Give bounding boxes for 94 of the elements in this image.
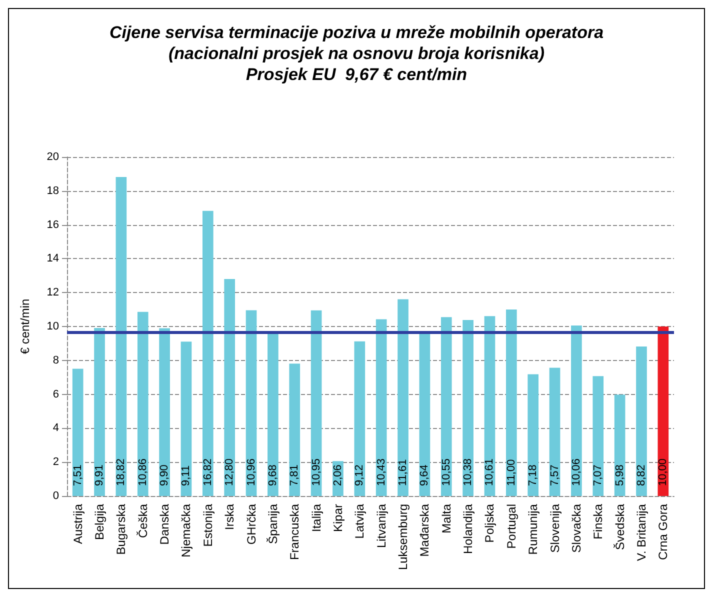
x-tick-label: Kipar bbox=[330, 504, 345, 532]
x-tick-label: Finska bbox=[591, 504, 606, 540]
y-tick-label: 20 bbox=[46, 151, 59, 163]
bar bbox=[484, 316, 496, 496]
data-label: 10,43 bbox=[375, 458, 388, 486]
x-tick-label: Portugal bbox=[504, 504, 518, 549]
bar bbox=[549, 368, 560, 496]
bar bbox=[180, 342, 192, 496]
data-label: 10,06 bbox=[570, 458, 582, 486]
data-label: 18,82 bbox=[115, 458, 128, 486]
y-tick-label: 0 bbox=[52, 490, 59, 502]
data-label: 9,11 bbox=[180, 465, 192, 486]
data-label: 10,95 bbox=[310, 458, 322, 486]
data-label: 9,91 bbox=[94, 464, 106, 486]
bar bbox=[636, 346, 647, 496]
data-label: 7,81 bbox=[288, 464, 301, 486]
y-tick-label: 12 bbox=[46, 286, 59, 299]
bar bbox=[94, 328, 105, 496]
x-tick-label: Malta bbox=[439, 504, 454, 534]
x-tick-label: Bugarska bbox=[114, 504, 128, 555]
x-tick-label: Njemačka bbox=[179, 504, 194, 558]
bar bbox=[376, 319, 387, 496]
x-tick-label: Irska bbox=[222, 504, 237, 530]
data-label: 9,90 bbox=[158, 464, 171, 486]
x-tick-label: Luksemburg bbox=[396, 504, 410, 570]
data-label: 10,61 bbox=[484, 458, 496, 486]
data-label: 5,98 bbox=[614, 464, 626, 486]
y-tick-label: 6 bbox=[52, 388, 59, 400]
y-tick-label: 2 bbox=[52, 456, 59, 468]
data-label: 10,55 bbox=[440, 458, 452, 486]
x-tick-label: Belgija bbox=[92, 504, 107, 540]
data-label: 7,18 bbox=[527, 464, 540, 486]
x-tick-label: Holandija bbox=[461, 504, 476, 554]
bar bbox=[398, 299, 408, 496]
y-tick-label: 16 bbox=[46, 218, 59, 231]
data-label: 2,06 bbox=[332, 464, 344, 486]
x-tick-label: Austrija bbox=[70, 504, 85, 544]
data-label: 12,80 bbox=[224, 458, 236, 486]
data-label: 16,82 bbox=[202, 458, 214, 486]
x-tick-label: Španija bbox=[266, 504, 280, 544]
data-label: 7,51 bbox=[72, 464, 84, 486]
data-label: 9,64 bbox=[418, 464, 431, 486]
bar bbox=[462, 320, 474, 496]
bar bbox=[202, 210, 214, 496]
x-tick-label: Francuska bbox=[288, 504, 302, 560]
data-label: 7,57 bbox=[548, 464, 561, 486]
x-tick-label: Mađarska bbox=[418, 504, 432, 557]
data-label: 10,86 bbox=[136, 458, 149, 486]
y-tick-label: 14 bbox=[46, 252, 59, 265]
x-tick-label: Crna Gora bbox=[656, 504, 670, 560]
bar bbox=[72, 368, 84, 496]
x-tick-label: V. Britanija bbox=[634, 504, 648, 561]
bar bbox=[310, 310, 322, 496]
bar bbox=[658, 326, 669, 496]
x-tick-label: Litvanija bbox=[374, 504, 388, 548]
x-tick-label: Rumunija bbox=[526, 504, 540, 555]
data-label: 8,82 bbox=[635, 464, 648, 486]
y-axis-title: € cent/min bbox=[18, 298, 32, 354]
data-label: 11,61 bbox=[397, 459, 410, 486]
bar bbox=[246, 310, 257, 496]
data-label: 11,00 bbox=[505, 459, 518, 486]
bar bbox=[159, 328, 170, 496]
data-label: 7,07 bbox=[592, 464, 604, 486]
bar bbox=[224, 279, 236, 496]
data-label: 10,96 bbox=[245, 458, 258, 486]
bar bbox=[289, 364, 300, 496]
x-tick-label: Slovenija bbox=[548, 504, 562, 553]
bar bbox=[506, 310, 517, 496]
bar bbox=[592, 376, 604, 496]
y-tick-label: 10 bbox=[46, 320, 59, 332]
x-tick-label: Danska bbox=[158, 504, 172, 545]
x-tick-label: Švedska bbox=[612, 504, 627, 550]
bar bbox=[137, 312, 148, 496]
y-tick-label: 18 bbox=[46, 184, 59, 197]
bar bbox=[116, 177, 127, 496]
bar bbox=[354, 341, 366, 496]
chart-title: Cijene servisa terminacije poziva u mreže mobilnih operatora (nacionalni prosjek na osnovu broja korisnika) Prosjek EU 9,67 € cent/min bbox=[109, 23, 604, 84]
data-label: 9,12 bbox=[354, 464, 366, 486]
y-tick-label: 4 bbox=[52, 422, 59, 434]
y-tick-label: 8 bbox=[52, 354, 59, 366]
x-tick-label: Estonija bbox=[200, 504, 215, 547]
x-tick-label: Poljska bbox=[482, 504, 497, 543]
x-tick-label: Latvija bbox=[352, 504, 367, 539]
bar bbox=[440, 317, 452, 496]
bar bbox=[419, 332, 430, 496]
data-label: 9,68 bbox=[266, 464, 279, 486]
x-tick-label: GHrčka bbox=[244, 504, 258, 545]
x-tick-label: Slovačka bbox=[569, 504, 584, 553]
bar bbox=[571, 325, 582, 496]
x-tick-label: Češka bbox=[136, 504, 150, 538]
bar bbox=[528, 374, 539, 496]
data-label: 10,00 bbox=[657, 458, 670, 486]
x-tick-label: Italija bbox=[309, 504, 324, 532]
data-label: 10,38 bbox=[462, 458, 474, 486]
